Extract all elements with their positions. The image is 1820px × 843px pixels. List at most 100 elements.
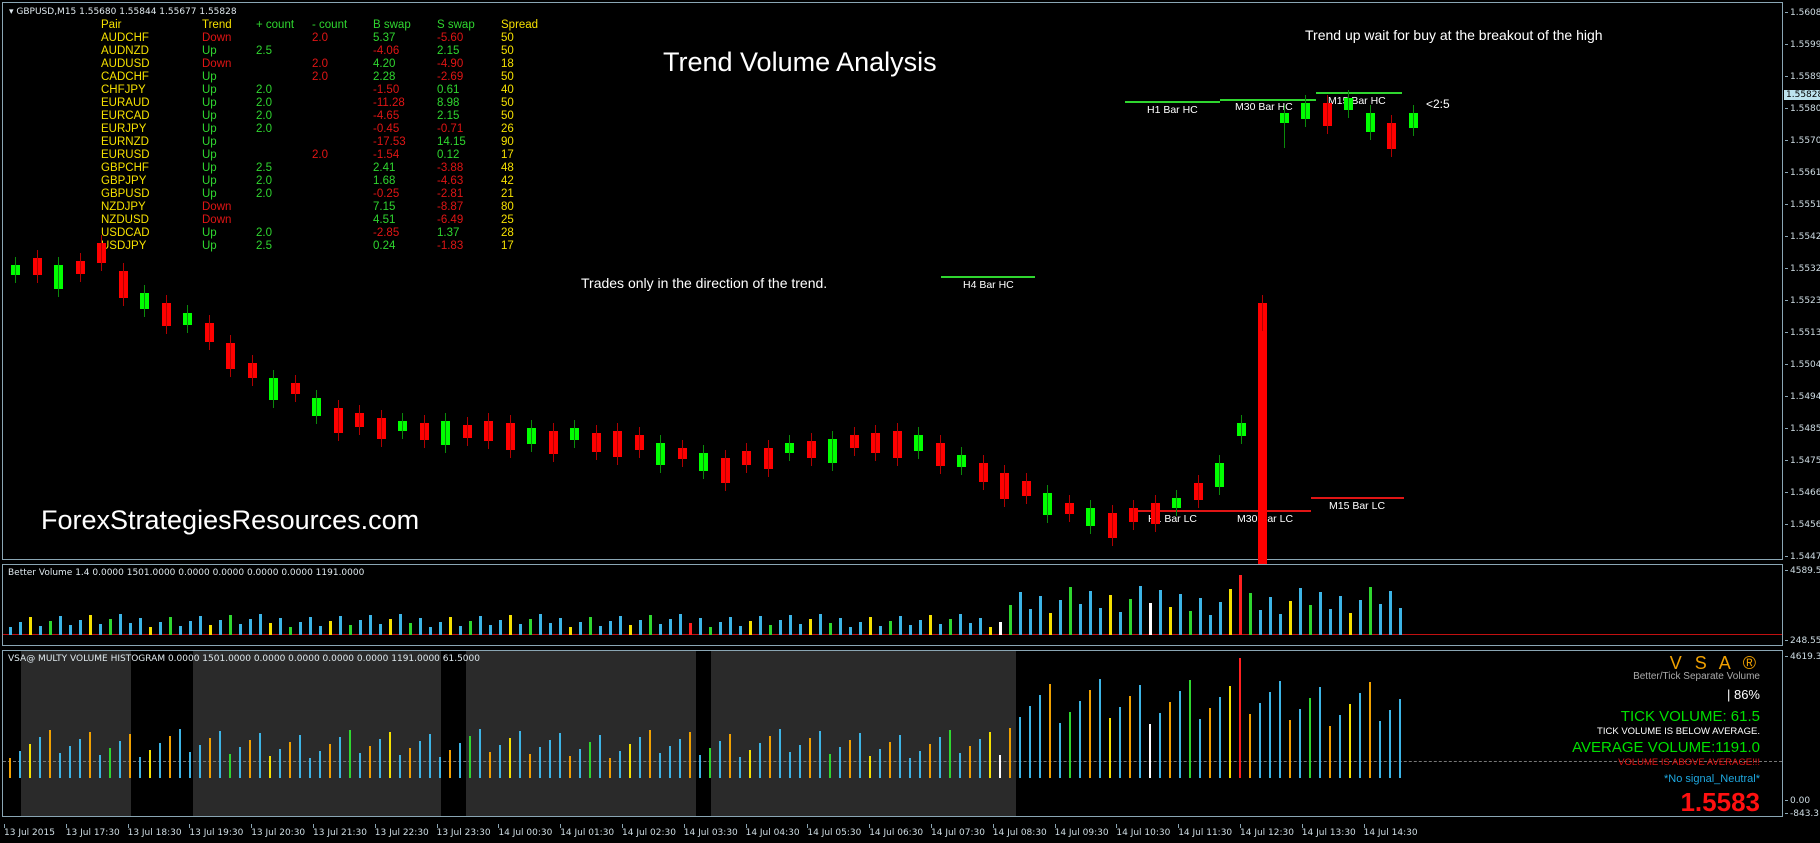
volume-bar	[829, 623, 832, 635]
vsa-bar	[769, 736, 771, 778]
vsa-bar	[1109, 718, 1111, 778]
volume-bar	[759, 616, 762, 635]
time-axis-tick: 13 Jul 17:30	[65, 824, 120, 838]
vsa-bar	[1029, 706, 1031, 778]
trend-cell: Up	[202, 123, 217, 135]
vsa-bar	[1359, 693, 1361, 778]
minus-count-cell	[312, 97, 373, 110]
session-shade	[21, 651, 131, 816]
pair-cell: EURNZD	[101, 136, 149, 148]
volume-bar	[859, 622, 862, 635]
volume-bar	[229, 615, 232, 635]
vsa-bar	[1119, 707, 1121, 778]
time-axis-tick: 14 Jul 05:30	[807, 824, 862, 838]
s-swap-cell: 1.37	[437, 227, 460, 239]
b-swap-cell: -2.85	[373, 227, 400, 239]
volume-bar	[259, 614, 262, 635]
trend-cell: Up	[202, 71, 217, 83]
volume-bar	[589, 617, 592, 635]
minus-count-cell	[312, 201, 373, 214]
volume-bar	[1179, 594, 1182, 635]
vsa-bar	[499, 745, 501, 778]
better-volume-pane[interactable]: Better Volume 1.4 0.0000 1501.0000 0.000…	[2, 564, 1783, 646]
spread-cell: 25	[501, 214, 514, 226]
volume-bar	[809, 619, 812, 635]
vsa-bar	[759, 743, 761, 778]
vsa-bar	[1289, 720, 1291, 778]
m30-high-line	[1220, 99, 1316, 101]
vsa-bar	[109, 748, 111, 778]
trend-cell: Up	[202, 149, 217, 161]
b-swap-cell: 2.41	[373, 162, 396, 174]
vsa-bar	[569, 756, 571, 778]
candle-wick	[316, 390, 317, 424]
volume-bar	[539, 614, 542, 635]
volume-bar	[59, 616, 62, 635]
volume-bar	[509, 615, 512, 635]
vsa-bar	[999, 755, 1001, 778]
candle-wick	[617, 423, 618, 465]
volume-bar	[1329, 609, 1332, 635]
vsa-bar	[1309, 698, 1311, 778]
volume-bar	[19, 622, 22, 635]
vsa-price: 1.5583	[1680, 787, 1760, 817]
candle-wick	[1004, 465, 1005, 507]
price-chart-pane[interactable]: ▾ GBPUSD,M15 1.55680 1.55844 1.55677 1.5…	[2, 2, 1783, 643]
volume-bar	[1159, 590, 1162, 635]
minus-count-cell	[312, 123, 373, 136]
spread-cell: 80	[501, 201, 514, 213]
table-row: NZDJPY Down 7.15 -8.87 80	[101, 201, 544, 214]
collapse-triangle-icon[interactable]: ▾	[9, 7, 17, 17]
vsa-title: VSA@ MULTY VOLUME HISTOGRAM 0.0000 1501.…	[8, 654, 480, 664]
candle-wick	[165, 295, 167, 334]
volume-bar	[739, 626, 742, 635]
candle-wick	[703, 445, 704, 479]
price-axis-tick: 1.54660	[1785, 488, 1820, 498]
candle-wick	[36, 250, 38, 283]
b-swap-cell: -1.54	[373, 149, 400, 161]
b-swap-cell: -17.53	[373, 136, 406, 148]
volume-bar	[89, 615, 92, 635]
s-swap-cell: -4.63	[437, 175, 464, 187]
volume-bar	[1259, 610, 1262, 635]
m15-low-line	[1311, 497, 1404, 499]
b-swap-cell: 7.15	[373, 201, 396, 213]
volume-bar	[749, 621, 752, 635]
vsa-axis-top: 4619.3	[1785, 652, 1820, 662]
volume-bar	[599, 626, 602, 635]
plus-count-cell	[256, 149, 312, 162]
volume-bar	[1029, 609, 1032, 635]
plus-count-cell: 2.0	[256, 188, 272, 200]
volume-bar	[79, 620, 82, 635]
volume-bar	[319, 626, 322, 635]
pair-cell: EURAUD	[101, 97, 150, 109]
vsa-bar	[419, 741, 421, 778]
b-swap-cell: -0.25	[373, 188, 400, 200]
direction-note: Trades only in the direction of the tren…	[581, 275, 828, 291]
vsa-brand: V S A ®	[1669, 653, 1760, 673]
minus-count-cell	[312, 240, 373, 253]
vsa-bar	[909, 758, 911, 778]
volume-axis-bottom: 248.55	[1785, 636, 1820, 646]
candle-wick	[122, 263, 124, 306]
volume-bar	[1109, 595, 1112, 635]
volume-bar	[1169, 607, 1172, 635]
vsa-bar	[719, 741, 721, 778]
volume-bar	[1129, 599, 1132, 635]
volume-bar	[189, 621, 192, 635]
volume-bar	[799, 624, 802, 635]
vsa-bar	[899, 735, 901, 778]
vsa-bar	[1049, 684, 1051, 778]
time-axis-tick: 14 Jul 02:30	[622, 824, 676, 838]
vsa-bar	[59, 753, 61, 778]
vsa-subtitle: Better/Tick Separate Volume	[1633, 671, 1760, 682]
volume-bar	[139, 618, 142, 635]
average-volume-note: VOLUME IS ABOVE AVERAGE!!!	[1618, 757, 1760, 768]
volume-bar	[1249, 593, 1252, 635]
vsa-bar	[1059, 723, 1061, 778]
candle-wick	[939, 435, 941, 474]
pair-cell: NZDJPY	[101, 201, 146, 213]
vsa-histogram-pane[interactable]: VSA@ MULTY VOLUME HISTOGRAM 0.0000 1501.…	[2, 650, 1783, 817]
volume-bar	[1009, 605, 1012, 635]
plus-count-cell	[256, 32, 312, 45]
